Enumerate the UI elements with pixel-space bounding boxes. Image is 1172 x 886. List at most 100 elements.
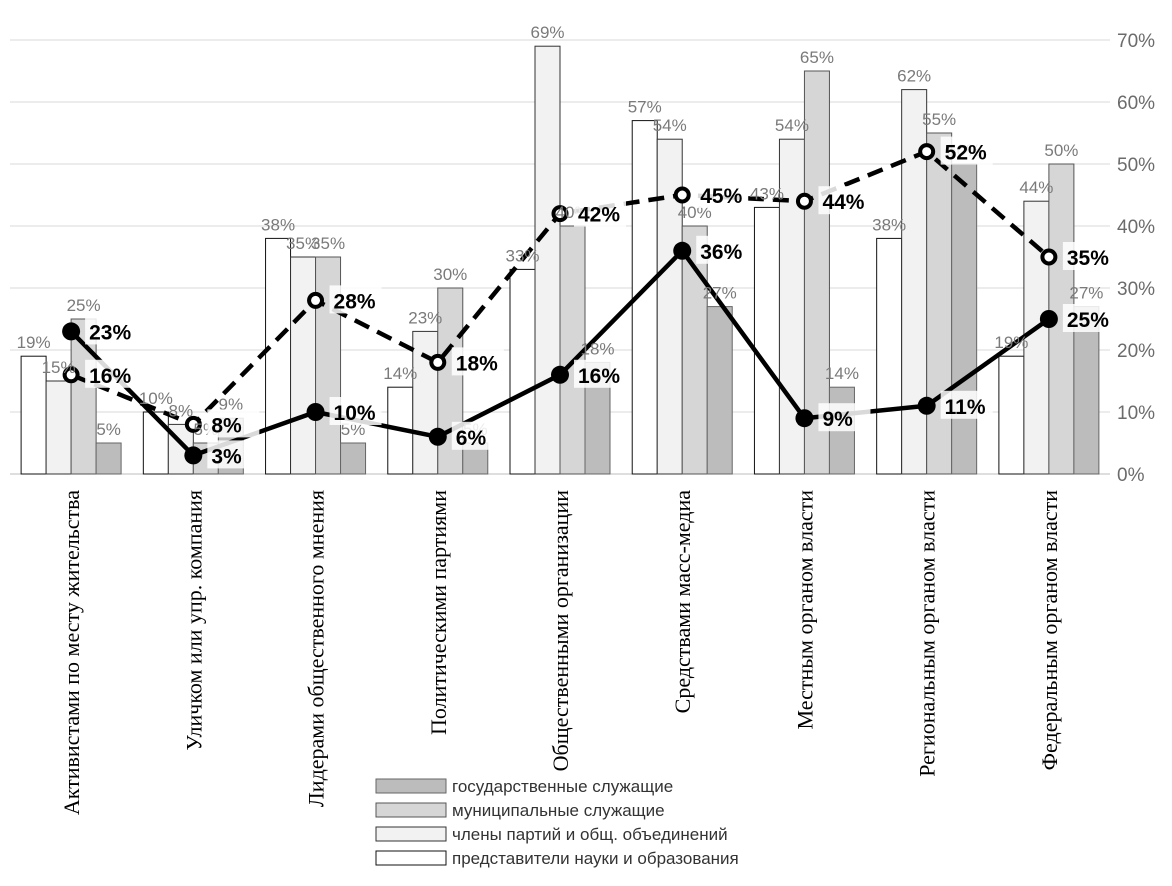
line-label-bg [574,359,626,388]
category-label: Политическими партиями [426,490,451,735]
line-value-label: 18% [456,352,498,375]
bar-value-label: 62% [897,67,931,86]
line-value-label: 35% [1067,247,1109,270]
line-label-bg [329,397,382,425]
line-label-bg [1062,242,1115,270]
line-label-bg [818,186,871,215]
category-label: Средствами масс-медиа [670,490,695,714]
solid-series-marker [795,409,814,428]
category-label: Уличком или упр. компания [181,490,206,751]
bar-value-label: 54% [775,116,809,135]
dashed-series-marker [62,366,80,384]
bar [876,237,903,475]
bar-value-label: 19% [17,333,51,352]
line-value-label: 16% [578,365,620,388]
legend-swatch [375,826,447,842]
line-value-label: 9% [822,408,853,431]
bar-value-label: 38% [261,215,295,234]
y-axis: 0% 10% 20% 30% 40% 50% 60% 70% [1117,31,1155,486]
bar [534,45,561,475]
bar-value-label: 38% [872,215,906,234]
solid-series-marker [917,396,936,415]
y-tick-label: 20% [1117,341,1155,362]
legend-label: муниципальные служащие [452,801,665,820]
bar-value-label: 5% [96,420,121,439]
legend-swatch [375,802,447,818]
solid-series-marker [306,403,325,421]
bar [951,163,978,475]
solid-series-marker [428,427,447,446]
line-label-bg [574,198,626,227]
dashed-series-marker [673,186,691,204]
bar [95,442,122,475]
dashed-series-marker [307,291,325,309]
line-label-bg [85,316,138,345]
bar [412,330,439,475]
bar [20,355,47,475]
category-label: Федеральным органом власти [1037,490,1062,771]
bar [340,442,367,475]
line-value-label: 8% [211,414,242,437]
line-value-label: 44% [822,191,864,214]
line-label-bg [818,403,871,432]
bar [290,256,317,475]
solid-series-marker [1039,310,1058,328]
bar-value-label: 55% [922,110,956,129]
y-tick-label: 50% [1117,155,1155,176]
y-tick-label: 70% [1117,31,1155,52]
line-value-label: 42% [578,204,620,227]
dashed-series-marker [795,192,813,210]
bar-value-label: 10% [139,389,173,408]
line-label-bg [696,180,749,208]
bar [45,380,72,475]
line-value-label: 16% [89,365,131,388]
category-label: Региональным органом власти [915,490,940,777]
y-tick-label: 0% [1117,465,1145,486]
bar-value-label: 54% [653,116,687,135]
line-labels: 23% 3% 10% 6% 16% 36% 9% 11% 25% 16% 8% 28% 18% 42% 45… [85,136,1115,469]
y-tick-label: 30% [1117,279,1155,300]
solid-series-marker [551,365,569,384]
bar-value-label: 27% [1069,284,1103,303]
dashed-series-marker [918,143,936,161]
x-axis: Активистами по месту жительства Уличком и… [59,490,1062,815]
legend: государственные служащие муниципальные сл… [375,777,739,868]
bar [265,237,292,475]
category-label: Местным органом власти [792,490,817,730]
line-label-bg [1062,304,1115,332]
legend-label: члены партий и общ. объединений [452,825,728,844]
bar-value-label: 65% [800,48,834,67]
dashed-series-marker [551,205,569,223]
category-label: Активистами по месту жительства [59,490,84,815]
line-label-bg [207,409,260,438]
y-tick-label: 40% [1117,217,1155,238]
line-label-bg [451,347,504,376]
bar [509,268,536,475]
line-value-label: 36% [700,241,742,264]
bar [753,206,780,475]
bar-value-label: 19% [994,333,1028,352]
solid-series-marker [184,446,203,465]
bar-value-label: 30% [433,265,467,284]
line-value-label: 45% [700,185,742,208]
solid-series-marker [62,322,81,341]
legend-swatch [375,778,447,794]
y-tick-label: 60% [1117,93,1155,114]
line-value-label: 10% [334,402,376,425]
bar [926,132,953,475]
bar-value-label: 14% [825,364,859,383]
bar-value-label: 23% [408,308,442,327]
bar-value-label: 69% [530,23,564,42]
line-value-label: 3% [211,445,242,468]
bar-value-label: 25% [67,296,101,315]
dashed-series-marker [184,415,202,433]
line-label-bg [940,390,993,419]
line-value-label: 6% [456,427,487,450]
legend-swatch [375,850,447,866]
bar [559,225,586,475]
bar-value-label: 35% [311,234,345,253]
bar [142,411,169,475]
line-value-label: 25% [1067,309,1109,332]
category-label: Общественными организации [548,490,573,772]
